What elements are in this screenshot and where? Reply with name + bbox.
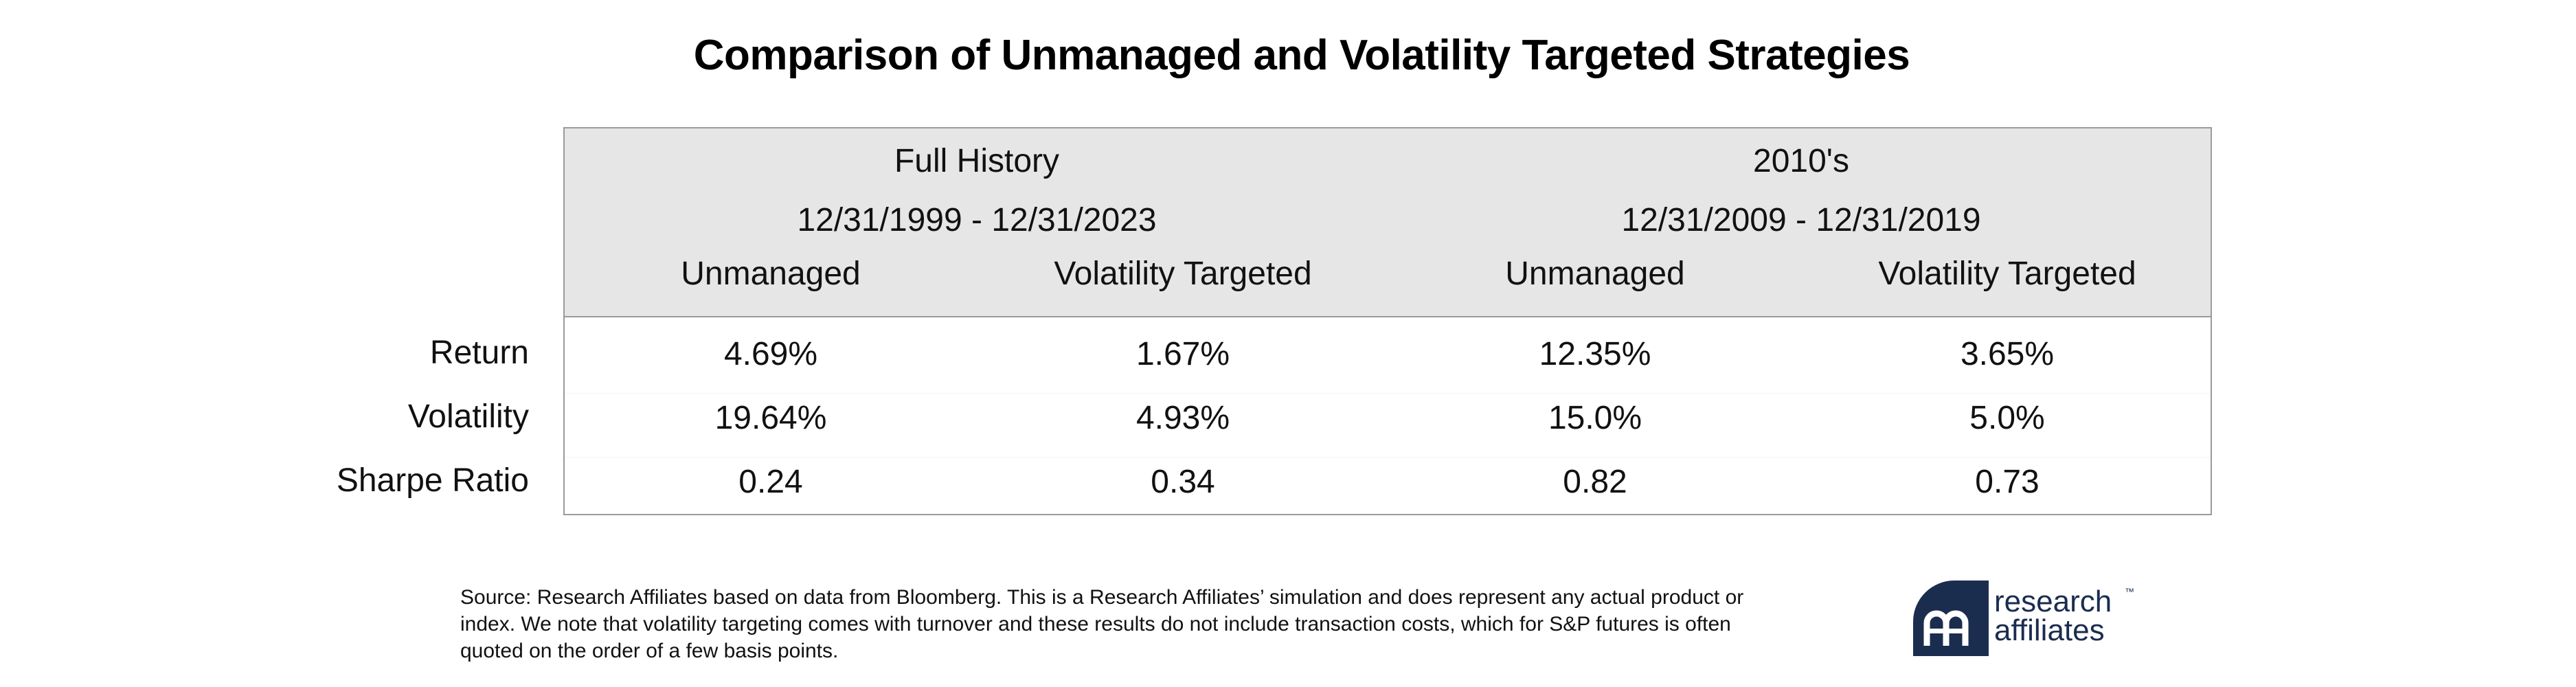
- logo-text: research affiliates: [1994, 585, 2112, 647]
- table-cell: 19.64%: [714, 400, 827, 436]
- table-header: Full History 2010's 12/31/1999 - 12/31/2…: [565, 128, 2211, 317]
- table-cell: 4.93%: [1136, 400, 1230, 436]
- column-header-unmanaged: Unmanaged: [681, 256, 861, 292]
- chart-title: Comparison of Unmanaged and Volatility T…: [693, 32, 1910, 79]
- row-label-sharpe-ratio: Sharpe Ratio: [336, 462, 529, 499]
- table-cell: 12.35%: [1539, 336, 1651, 372]
- group-period-2010s: 12/31/2009 - 12/31/2019: [1621, 202, 1981, 238]
- column-header-volatility-targeted: Volatility Targeted: [1878, 256, 2136, 292]
- table-cell: 0.73: [1975, 464, 2040, 500]
- row-divider: [565, 457, 2211, 458]
- row-label-return: Return: [429, 335, 529, 371]
- table-cell: 5.0%: [1969, 400, 2045, 436]
- research-affiliates-logo: research affiliates ™: [1913, 581, 2140, 656]
- table-cell: 0.34: [1151, 464, 1215, 500]
- column-header-volatility-targeted: Volatility Targeted: [1054, 256, 1312, 292]
- group-name-2010s: 2010's: [1753, 143, 1849, 179]
- table-cell: 15.0%: [1548, 400, 1642, 436]
- group-name-full-history: Full History: [894, 143, 1060, 179]
- logo-text-line1: research: [1994, 585, 2112, 618]
- source-note: Source: Research Affiliates based on dat…: [460, 586, 1744, 662]
- logo-text-line2: affiliates: [1994, 613, 2105, 647]
- table-cell: 3.65%: [1960, 336, 2055, 372]
- logo-trademark: ™: [2125, 586, 2134, 597]
- group-period-full-history: 12/31/1999 - 12/31/2023: [797, 202, 1157, 238]
- row-label-volatility: Volatility: [407, 398, 529, 435]
- table-cell: 0.24: [738, 464, 803, 500]
- table-cell: 0.82: [1563, 464, 1627, 500]
- row-divider: [565, 393, 2211, 394]
- table-cell: 1.67%: [1136, 336, 1230, 372]
- table-cell: 4.69%: [723, 336, 818, 372]
- column-header-unmanaged: Unmanaged: [1505, 256, 1685, 292]
- comparison-table: Full History 2010's 12/31/1999 - 12/31/2…: [563, 127, 2212, 515]
- logo-mark-icon: [1913, 581, 1989, 656]
